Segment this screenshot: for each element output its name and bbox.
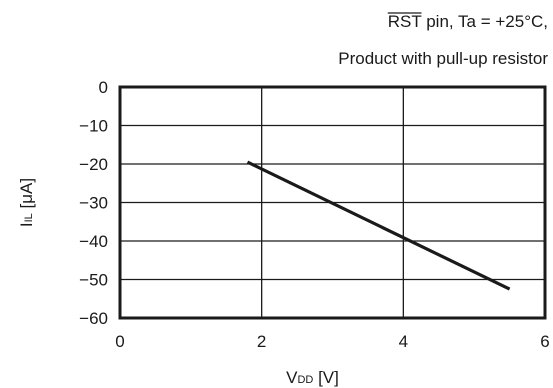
y-tick-label: −20 (79, 155, 108, 174)
x-tick-label: 6 (540, 332, 549, 351)
y-axis-label-main: I (17, 222, 36, 227)
y-tick-label: −10 (79, 117, 108, 136)
y-tick-label: −50 (79, 271, 108, 290)
chart-title: RST pin, Ta = +25°C, (388, 12, 548, 31)
x-axis-label-unit: [V] (313, 368, 339, 387)
x-tick-label: 0 (115, 332, 124, 351)
y-axis-label-sub: IL (23, 213, 35, 222)
x-axis-label-main: V (286, 368, 298, 387)
y-tick-label: −40 (79, 232, 108, 251)
chart-subtitle: Product with pull-up resistor (338, 49, 548, 68)
y-tick-label: 0 (99, 78, 108, 97)
y-axis-label: IIL [μA] (17, 178, 36, 227)
x-axis-label: VDD [V] (286, 368, 339, 387)
y-tick-label: −30 (79, 194, 108, 213)
x-axis-label-sub: DD (297, 374, 313, 386)
series-layer (246, 160, 511, 291)
title-overlined-text: RST (388, 12, 422, 31)
x-tick-label: 4 (399, 332, 408, 351)
x-tick-label: 2 (257, 332, 266, 351)
x-tick-labels: 0 2 4 6 (115, 332, 549, 351)
y-tick-label: −60 (79, 309, 108, 328)
series-line (246, 160, 511, 291)
plot-frame (118, 85, 547, 320)
y-tick-labels: 0 −10 −20 −30 −40 −50 −60 (79, 78, 108, 328)
y-axis-label-unit: [μA] (17, 178, 36, 213)
title-rest-text: pin, Ta = +25°C, (421, 12, 548, 31)
